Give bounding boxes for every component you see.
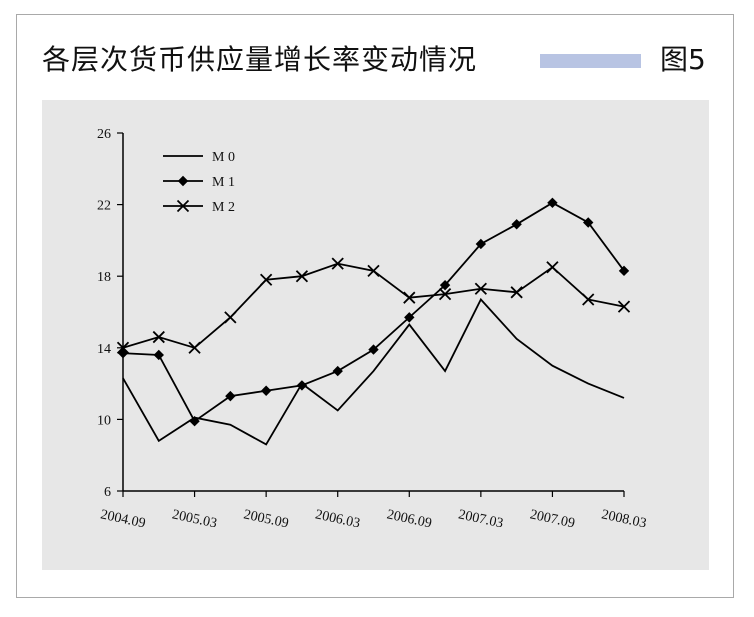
data-point — [510, 286, 523, 299]
x-marker-stroke — [403, 291, 416, 304]
data-point — [438, 287, 452, 301]
x-marker-stroke — [367, 264, 380, 277]
data-point — [368, 344, 379, 355]
x-tick-label: 2006.09 — [385, 507, 433, 531]
data-point — [295, 270, 309, 283]
x-marker-stroke — [331, 257, 344, 270]
x-tick-label: 2006.03 — [314, 507, 362, 531]
data-point — [116, 341, 130, 354]
data-point — [367, 264, 380, 277]
series-line — [122, 297, 625, 446]
legend: M 0 M 1 M 2 — [163, 150, 235, 215]
x-tick-label: 2004.09 — [99, 507, 147, 531]
x-marker-stroke — [116, 341, 130, 354]
y-tick-label: 14 — [97, 342, 111, 357]
x-marker-stroke — [438, 287, 452, 301]
data-point — [511, 219, 522, 230]
legend-label: M 1 — [212, 175, 235, 190]
y-tick-label: 26 — [97, 127, 111, 142]
figure-label: 图5 — [660, 43, 706, 76]
data-point — [332, 365, 343, 377]
data-point — [582, 293, 595, 306]
x-marker-stroke — [295, 270, 309, 283]
x-marker-stroke — [546, 261, 559, 274]
data-point — [117, 347, 129, 359]
legend-marker — [176, 199, 190, 213]
y-tick-label: 18 — [97, 270, 111, 285]
data-point — [296, 380, 308, 391]
x-marker-stroke — [152, 330, 165, 344]
data-point — [403, 291, 416, 304]
data-point — [225, 390, 236, 402]
x-marker-stroke — [224, 311, 237, 324]
x-tick-label: 2005.09 — [242, 507, 290, 531]
legend-item: M 0 — [163, 150, 235, 165]
data-point — [546, 261, 559, 274]
data-point — [260, 385, 272, 396]
series-line — [122, 262, 625, 349]
x-marker-stroke — [617, 300, 631, 313]
x-tick-label: 2007.09 — [529, 507, 577, 531]
data-point — [583, 217, 594, 228]
series-m1 — [117, 197, 630, 427]
chart-title: 各层次货币供应量增长率变动情况 — [42, 43, 478, 76]
data-point — [153, 349, 164, 361]
data-point — [474, 282, 487, 295]
data-point — [152, 330, 165, 344]
x-marker-stroke — [510, 286, 523, 299]
x-tick-label: 2008.03 — [600, 507, 648, 531]
x-tick-label: 2005.03 — [171, 507, 219, 531]
data-point — [617, 300, 631, 313]
data-point — [260, 273, 273, 286]
data-point — [189, 415, 200, 427]
data-point — [404, 312, 415, 323]
series-m2 — [116, 257, 631, 354]
series-line — [122, 201, 625, 423]
data-point — [618, 265, 630, 277]
x-marker-stroke — [188, 341, 201, 354]
legend-label: M 2 — [212, 200, 235, 215]
data-point — [475, 238, 487, 250]
x-marker-stroke — [582, 293, 595, 306]
data-point — [439, 279, 451, 291]
legend-marker — [177, 175, 189, 187]
x-tick-label: 2007.03 — [457, 507, 505, 531]
x-marker-stroke — [176, 199, 190, 213]
y-tick-label: 6 — [104, 485, 111, 500]
data-point — [547, 197, 558, 209]
series-m0 — [122, 297, 625, 446]
legend-item: M 1 — [163, 175, 235, 190]
axes: 6 10 14 18 22 26 2004.09 2005.03 2005.09 2006.03 2… — [97, 127, 648, 532]
data-point — [188, 341, 201, 354]
data-point — [331, 257, 344, 270]
y-tick-label: 22 — [97, 199, 111, 214]
y-tick-label: 10 — [97, 413, 111, 428]
x-marker-stroke — [474, 282, 487, 295]
title-color-bar — [540, 54, 641, 68]
legend-label: M 0 — [212, 150, 235, 165]
series-layer — [116, 197, 631, 446]
legend-item: M 2 — [163, 199, 235, 215]
x-marker-stroke — [260, 273, 273, 286]
data-point — [224, 311, 237, 324]
